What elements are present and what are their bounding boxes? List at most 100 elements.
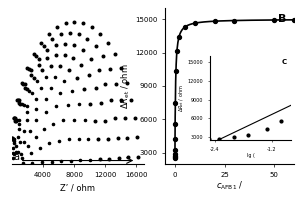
Point xyxy=(24,104,29,108)
Point xyxy=(15,119,20,122)
Point xyxy=(16,151,21,154)
Point xyxy=(172,152,177,156)
Point xyxy=(17,140,22,143)
Point xyxy=(86,74,91,77)
Point xyxy=(61,118,66,122)
Point xyxy=(172,156,177,160)
Point xyxy=(58,33,63,36)
Point xyxy=(50,37,54,40)
Point xyxy=(134,136,139,139)
X-axis label: Z’ / ohm: Z’ / ohm xyxy=(61,183,95,192)
Point xyxy=(35,80,40,83)
Point xyxy=(175,50,179,53)
X-axis label: $c_{\mathrm{AFB1}}$ /: $c_{\mathrm{AFB1}}$ / xyxy=(216,179,243,192)
Point xyxy=(44,97,49,100)
Point xyxy=(27,67,32,70)
Point xyxy=(82,119,87,122)
Point xyxy=(293,107,298,110)
Point xyxy=(112,117,117,120)
Point xyxy=(206,138,211,141)
Point xyxy=(34,119,38,122)
Point xyxy=(47,142,52,145)
Point xyxy=(65,103,70,106)
Point xyxy=(40,161,44,164)
Point xyxy=(93,86,98,90)
Point xyxy=(53,104,58,108)
Point xyxy=(112,53,117,56)
Point xyxy=(34,107,39,110)
Point xyxy=(36,57,41,60)
Point xyxy=(76,138,81,141)
Point xyxy=(136,155,140,158)
Point xyxy=(22,82,27,86)
Point xyxy=(184,138,189,141)
Point xyxy=(11,137,16,141)
Point xyxy=(72,119,77,122)
Point xyxy=(53,53,58,56)
Point xyxy=(10,138,15,141)
Point xyxy=(39,86,44,89)
Point xyxy=(21,129,26,133)
Point xyxy=(51,122,56,125)
Point xyxy=(59,160,64,163)
Point xyxy=(30,161,35,164)
Point xyxy=(70,89,75,92)
Point xyxy=(72,20,77,23)
Point xyxy=(11,138,15,141)
Point xyxy=(14,144,18,147)
Point xyxy=(93,119,98,122)
Point xyxy=(217,137,222,140)
Point xyxy=(53,75,58,78)
Text: C: C xyxy=(281,59,286,65)
Point xyxy=(18,102,23,105)
Point xyxy=(20,157,25,160)
Point xyxy=(82,87,87,91)
Point xyxy=(67,31,72,34)
Text: a: a xyxy=(14,152,20,162)
Point xyxy=(26,89,31,92)
Point xyxy=(78,159,83,162)
Point xyxy=(29,152,34,155)
Point xyxy=(18,153,23,156)
Point xyxy=(86,138,91,141)
Point xyxy=(32,76,36,79)
Point xyxy=(172,155,177,159)
Point xyxy=(12,153,16,156)
Point xyxy=(17,102,22,105)
Point xyxy=(15,99,20,102)
Point xyxy=(20,102,24,106)
Point xyxy=(12,117,17,120)
Point xyxy=(172,137,177,140)
Point xyxy=(279,119,284,122)
Point xyxy=(98,32,103,36)
Point xyxy=(88,102,93,105)
Point xyxy=(26,144,31,147)
Point xyxy=(37,64,41,67)
Point xyxy=(22,86,27,90)
Point xyxy=(10,157,15,160)
Point xyxy=(53,44,58,47)
Point xyxy=(62,80,67,83)
Point xyxy=(20,162,25,165)
Point xyxy=(40,68,44,71)
Point xyxy=(212,20,217,23)
Point xyxy=(108,67,112,70)
Point xyxy=(93,45,98,48)
Point xyxy=(182,25,187,29)
Point xyxy=(173,70,178,73)
Point xyxy=(101,55,106,58)
Point xyxy=(80,49,85,52)
Point xyxy=(16,118,21,122)
Point xyxy=(97,157,102,161)
Point xyxy=(20,82,24,85)
Point xyxy=(24,87,29,91)
Point xyxy=(246,134,250,137)
Point xyxy=(115,136,120,139)
Point xyxy=(41,45,46,48)
Point xyxy=(232,19,237,22)
Point xyxy=(173,101,178,104)
Point xyxy=(126,156,131,159)
Text: B: B xyxy=(278,14,286,24)
Point xyxy=(231,136,236,139)
Point xyxy=(89,57,94,60)
